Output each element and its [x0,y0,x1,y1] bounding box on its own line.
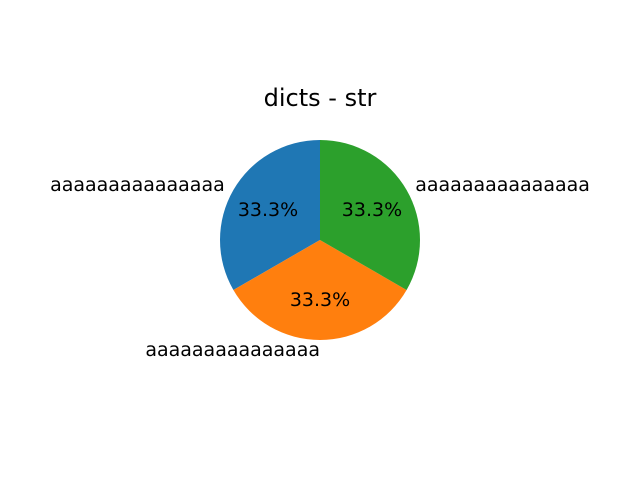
percent-labels: 33.3% 33.3% 33.3% [238,199,402,311]
slice-percent-label: 33.3% [238,199,298,221]
slice-category-label: aaaaaaaaaaaaaaa [50,174,225,196]
slice-percent-label: 33.3% [342,199,402,221]
chart-title: dicts - str [264,84,377,112]
slice-category-label: aaaaaaaaaaaaaaa [145,339,320,361]
category-labels: aaaaaaaaaaaaaaa aaaaaaaaaaaaaaa aaaaaaaaaa… [50,174,590,361]
pie-slices [219,140,420,340]
slice-percent-label: 33.3% [290,289,350,311]
pie-slice [320,140,420,290]
pie-slice [219,140,320,290]
slice-category-label: aaaaaaaaaaaaaaa [415,174,590,196]
